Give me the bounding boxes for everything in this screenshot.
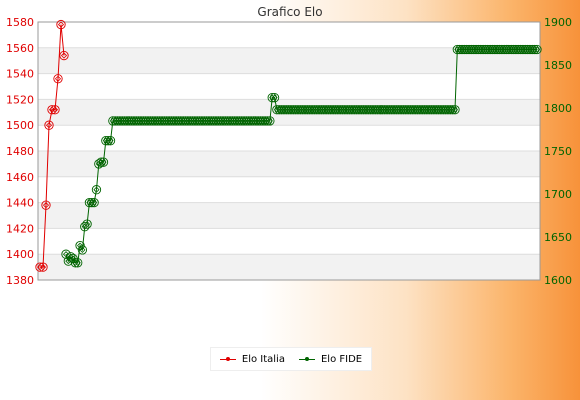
series-elo-italia — [35, 19, 69, 272]
data-point — [74, 259, 81, 266]
data-point-ring — [73, 258, 83, 268]
left-tick-label: 1380 — [6, 274, 34, 287]
series-elo-fide — [61, 44, 542, 268]
legend-swatch-elo-fide — [298, 355, 315, 363]
data-point — [84, 221, 91, 228]
data-point-ring — [66, 252, 76, 262]
data-point-ring — [70, 258, 81, 268]
data-point-ring — [35, 262, 45, 272]
data-point-ring — [82, 219, 92, 229]
plot-border — [37, 21, 541, 281]
data-point-ring — [265, 116, 275, 126]
data-point — [266, 117, 273, 124]
right-tick-label: 1650 — [544, 231, 572, 244]
legend-label-elo-italia: Elo Italia — [241, 353, 285, 365]
data-point-ring — [53, 74, 63, 84]
data-point-ring — [98, 157, 109, 167]
data-point-ring — [450, 105, 460, 115]
data-point — [100, 159, 107, 166]
data-point-ring — [96, 157, 106, 167]
data-point-ring — [532, 44, 542, 55]
data-point-ring — [80, 222, 90, 232]
data-point-ring — [269, 93, 280, 103]
right-tick-label: 1750 — [544, 145, 572, 158]
right-tick-label: 1900 — [544, 16, 572, 29]
legend-label-elo-fide: Elo FIDE — [320, 353, 363, 365]
data-point-ring — [38, 262, 48, 272]
legend-item-elo-italia: Elo Italia — [219, 353, 285, 365]
data-point-ring — [84, 197, 95, 208]
data-point-ring — [44, 120, 54, 130]
grid-band — [38, 151, 540, 177]
data-point-ring — [47, 105, 57, 115]
right-tick-label: 1600 — [544, 274, 572, 287]
right-tick-label: 1700 — [544, 188, 572, 201]
left-tick-label: 1420 — [6, 222, 34, 235]
data-point — [57, 21, 65, 28]
data-point-ring — [530, 44, 540, 55]
data-point-ring — [105, 136, 116, 146]
data-point — [42, 202, 50, 209]
data-point — [107, 137, 114, 144]
left-axis-ticks: 1380 1400 1420 1440 1460 1480 1500 1520 1540 1560… — [6, 16, 34, 287]
grid-band — [38, 202, 540, 229]
left-tick-label: 1480 — [6, 145, 34, 158]
right-tick-label: 1850 — [544, 59, 572, 72]
data-point-ring — [59, 50, 69, 61]
data-point-ring — [91, 185, 102, 195]
right-axis-ticks: 1600 1650 1700 1750 1800 1850 1900 — [544, 16, 572, 287]
data-point-ring — [445, 105, 455, 115]
left-tick-label: 1400 — [6, 248, 34, 261]
data-point — [51, 106, 59, 113]
left-tick-label: 1560 — [6, 42, 34, 55]
left-tick-label: 1440 — [6, 197, 34, 210]
data-point-ring — [50, 105, 60, 115]
data-point — [533, 46, 541, 53]
data-point-ring — [103, 136, 113, 146]
legend: Elo Italia Elo FIDE — [210, 347, 372, 371]
data-point — [67, 253, 74, 260]
data-point-ring — [89, 197, 99, 208]
data-point-ring — [56, 19, 66, 30]
data-point-ring — [41, 200, 51, 210]
chart-title: Grafico Elo — [257, 5, 322, 19]
data-point-ring — [260, 116, 270, 126]
data-point — [69, 255, 77, 262]
series-line — [65, 49, 537, 264]
left-tick-label: 1540 — [6, 68, 34, 81]
data-point — [60, 52, 68, 59]
left-tick-label: 1500 — [6, 119, 34, 132]
data-point-ring — [61, 249, 71, 259]
data-point-ring — [447, 105, 458, 115]
data-point-ring — [262, 116, 273, 126]
grid-band — [38, 254, 540, 280]
left-tick-label: 1520 — [6, 93, 34, 106]
legend-item-elo-fide: Elo FIDE — [298, 353, 363, 365]
data-point — [93, 186, 100, 193]
data-point-ring — [267, 93, 277, 103]
data-point — [271, 94, 278, 101]
data-point-ring — [77, 245, 88, 255]
data-point — [76, 242, 84, 249]
data-point — [79, 246, 86, 253]
data-point — [54, 75, 62, 82]
right-tick-label: 1800 — [544, 102, 572, 115]
data-point — [65, 258, 72, 265]
left-tick-label: 1460 — [6, 171, 34, 184]
data-point — [45, 122, 53, 129]
data-point — [91, 199, 98, 206]
data-point-ring — [87, 197, 97, 208]
data-point — [451, 106, 459, 113]
left-tick-label: 1580 — [6, 16, 34, 29]
legend-swatch-elo-italia — [219, 355, 236, 363]
data-point-ring — [101, 136, 111, 146]
data-point-ring — [527, 44, 537, 55]
data-point — [39, 264, 47, 271]
